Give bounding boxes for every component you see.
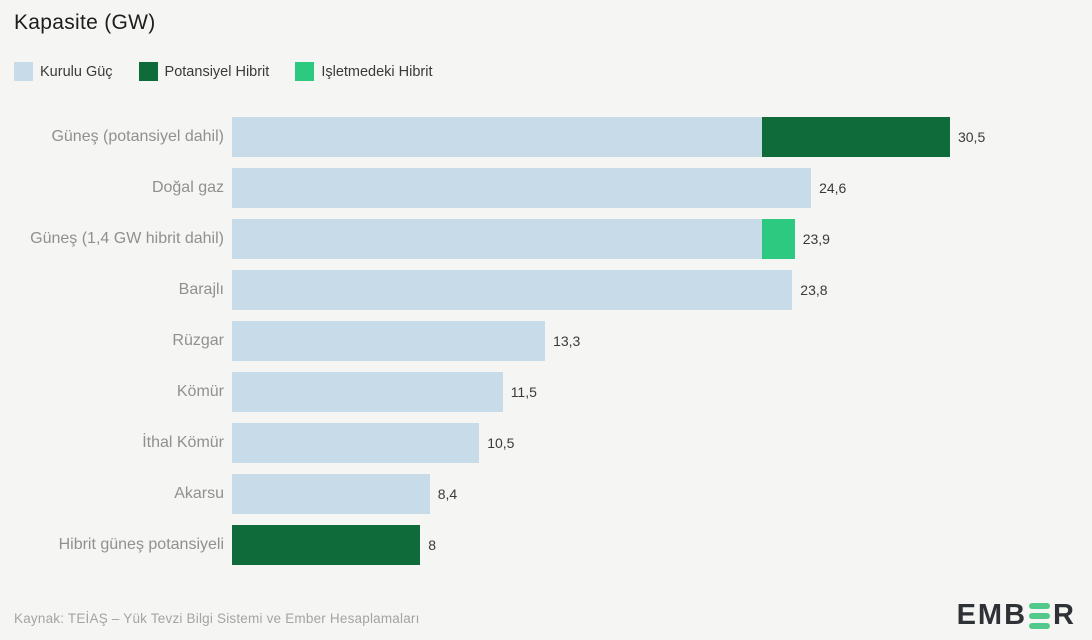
legend-item: Potansiyel Hibrit (138, 62, 270, 81)
bar-segment (232, 117, 762, 157)
legend-label: Işletmedeki Hibrit (321, 63, 433, 80)
legend-swatch (295, 62, 315, 81)
bar-segment (232, 270, 793, 310)
bar-row: Kömür 11,5 (0, 372, 1092, 412)
bar-segment (232, 168, 812, 208)
value-label: 24,6 (819, 180, 847, 196)
bar-segment (232, 423, 480, 463)
bar-segment (232, 219, 762, 259)
value-label: 8,4 (437, 486, 458, 502)
value-label: 23,8 (800, 282, 828, 298)
bar-segment (761, 219, 795, 259)
category-label: İthal Kömür (142, 434, 224, 451)
bar-row: Güneş (1,4 GW hibrit dahil) 23,9 (0, 219, 1092, 259)
bar-segment (232, 474, 430, 514)
category-label: Kömür (176, 383, 224, 400)
value-label: 11,5 (510, 384, 537, 400)
legend-label: Kurulu Güç (40, 63, 113, 80)
bar-track: 8 (232, 525, 436, 565)
bar-segment (232, 372, 503, 412)
value-label: 30,5 (957, 129, 986, 145)
bar-track: 23,8 (232, 270, 828, 310)
legend-item: Işletmedeki Hibrit (295, 62, 433, 81)
logo-text-r: R (1053, 599, 1076, 631)
legend-swatch (14, 62, 33, 81)
value-label: 13,3 (553, 333, 581, 349)
bar-chart: Güneş (potansiyel dahil) 30,5 Doğal gaz 24,… (0, 117, 1092, 576)
bar-segment (232, 321, 546, 361)
category-label: Doğal gaz (151, 179, 224, 196)
bar-track: 23,9 (232, 219, 830, 259)
bar-row: Güneş (potansiyel dahil) 30,5 (0, 117, 1092, 157)
bar-row: Rüzgar 13,3 (0, 321, 1092, 361)
category-label: Hibrit güneş potansiyeli (58, 536, 224, 553)
category-label: Barajlı (178, 281, 224, 298)
bar-row: Hibrit güneş potansiyeli 8 (0, 525, 1092, 565)
legend-swatch (138, 62, 158, 81)
bar-track: 11,5 (232, 372, 537, 412)
legend-item: Kurulu Güç (14, 62, 113, 81)
bar-track: 13,3 (232, 321, 580, 361)
chart-title: Kapasite (GW) (14, 11, 156, 34)
category-label: Güneş (potansiyel dahil) (51, 128, 224, 145)
ember-logo: EMB R (957, 601, 1076, 630)
logo-text-emb: EMB (956, 599, 1028, 631)
bar-segment (232, 525, 421, 565)
legend-label: Potansiyel Hibrit (164, 63, 270, 80)
value-label: 23,9 (802, 231, 830, 247)
category-label: Güneş (1,4 GW hibrit dahil) (30, 230, 224, 247)
logo-stylized-e-icon (1029, 602, 1051, 629)
category-label: Akarsu (174, 485, 224, 502)
category-label: Rüzgar (172, 332, 224, 349)
value-label: 10,5 (487, 435, 515, 451)
bar-row: İthal Kömür 10,5 (0, 423, 1092, 463)
bar-row: Akarsu 8,4 (0, 474, 1092, 514)
value-label: 8 (428, 537, 437, 553)
bar-track: 24,6 (232, 168, 846, 208)
legend: Kurulu Güç Potansiyel Hibrit Işletmedeki H… (14, 62, 433, 81)
bar-row: Barajlı 23,8 (0, 270, 1092, 310)
bar-track: 8,4 (232, 474, 457, 514)
bar-track: 30,5 (232, 117, 985, 157)
bar-segment (761, 117, 950, 157)
source-note: Kaynak: TEİAŞ – Yük Tevzi Bilgi Sistemi … (14, 611, 420, 626)
bar-track: 10,5 (232, 423, 514, 463)
bar-row: Doğal gaz 24,6 (0, 168, 1092, 208)
